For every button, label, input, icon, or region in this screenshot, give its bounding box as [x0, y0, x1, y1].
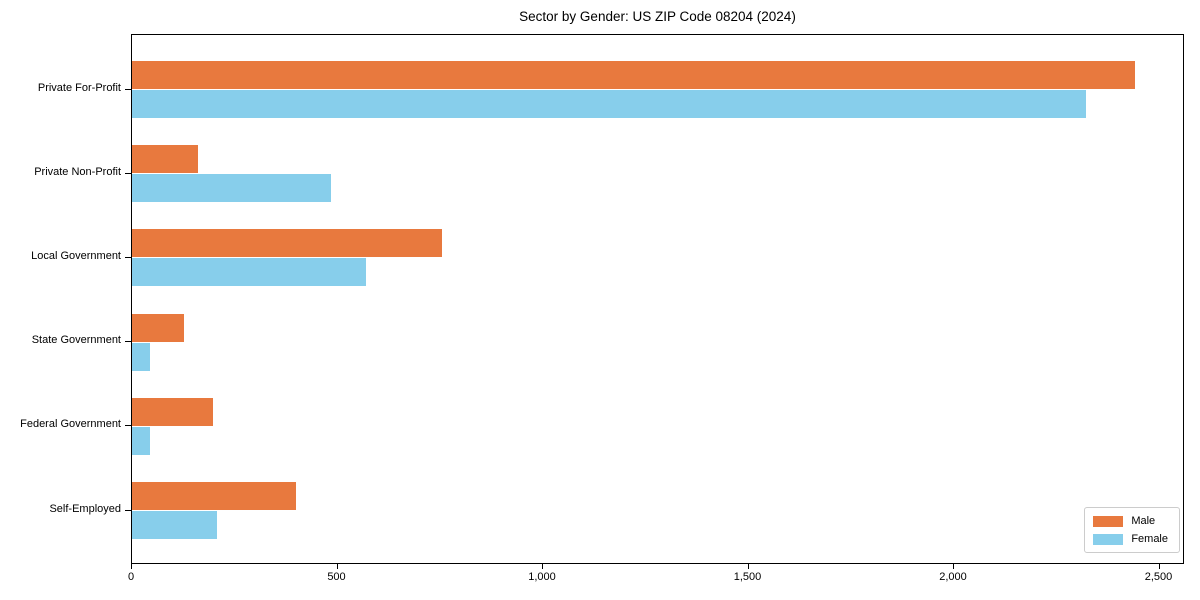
y-tick-label: Federal Government	[20, 418, 121, 431]
bar-female-0	[132, 90, 1086, 118]
y-tick-label: Self-Employed	[49, 502, 121, 515]
x-tick-mark	[336, 564, 338, 569]
x-tick-mark	[131, 564, 132, 569]
y-tick-mark	[125, 88, 131, 90]
legend-swatch-male-icon	[1093, 515, 1124, 527]
y-tick-label: State Government	[31, 334, 121, 347]
y-tick-mark	[125, 256, 131, 258]
bar-female-5	[132, 511, 218, 539]
x-tick-mark	[542, 564, 543, 569]
bar-male-5	[132, 482, 297, 510]
x-tick-label: 500	[327, 571, 346, 583]
x-tick-mark	[953, 564, 954, 569]
bar-male-3	[132, 313, 185, 342]
legend-entry-female: Female	[1093, 533, 1168, 545]
y-tick-label: Local Government	[31, 249, 121, 262]
bar-male-1	[132, 145, 198, 174]
bar-female-2	[132, 258, 367, 287]
bar-female-1	[132, 174, 332, 203]
bar-female-4	[132, 426, 151, 455]
plot-area: Male Female	[131, 34, 1184, 564]
x-tick-mark	[747, 564, 749, 569]
y-tick-label: Private Non-Profit	[34, 165, 121, 178]
bar-male-0	[132, 61, 1135, 89]
y-tick-mark	[125, 509, 131, 511]
x-tick-label: 1,000	[528, 571, 556, 583]
y-tick-label: Private For-Profit	[37, 81, 121, 94]
legend-entry-male: Male	[1093, 515, 1168, 527]
x-tick-label: 1,500	[733, 571, 762, 583]
bar-male-2	[132, 229, 443, 258]
chart-title: Sector by Gender: US ZIP Code 08204 (202…	[519, 9, 796, 24]
bar-male-4	[132, 397, 213, 426]
legend-label-male: Male	[1131, 515, 1156, 527]
y-tick-mark	[125, 425, 131, 427]
y-tick-mark	[125, 172, 131, 174]
x-tick-label: 2,500	[1144, 571, 1173, 583]
legend: Male Female	[1084, 507, 1180, 553]
bar-female-3	[132, 342, 151, 371]
x-tick-label: 2,000	[939, 571, 967, 583]
legend-label-female: Female	[1131, 533, 1168, 545]
x-tick-mark	[1158, 564, 1160, 569]
x-tick-label: 0	[127, 571, 135, 583]
legend-swatch-female-icon	[1093, 533, 1124, 545]
y-tick-mark	[125, 341, 131, 343]
